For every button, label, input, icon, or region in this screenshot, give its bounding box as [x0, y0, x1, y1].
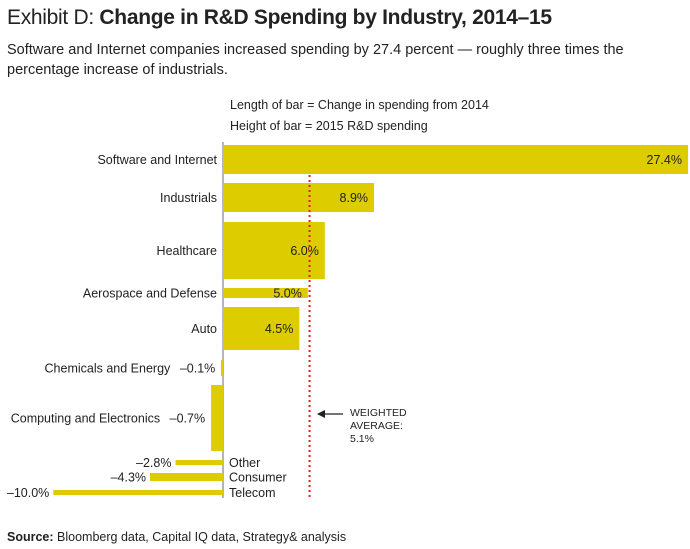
weighted-average-label: 5.1%: [350, 433, 374, 445]
category-label: Software and Internet: [97, 153, 217, 167]
data-label: –0.1%: [180, 362, 215, 376]
legend-length: Length of bar = Change in spending from …: [230, 98, 489, 112]
data-label: –4.3%: [111, 471, 146, 485]
source-note: Source: Bloomberg data, Capital IQ data,…: [7, 530, 346, 544]
category-label: Chemicals and Energy: [45, 362, 172, 376]
data-label: 4.5%: [265, 322, 294, 336]
bar-0: [223, 145, 688, 174]
bar-7: [175, 460, 223, 465]
bar-2: [223, 222, 325, 279]
bar-6: [211, 385, 223, 451]
bar-5: [221, 360, 223, 376]
bar-8: [150, 473, 223, 481]
data-label: –0.7%: [170, 412, 205, 426]
bar-9: [53, 490, 223, 495]
source-text: Bloomberg data, Capital IQ data, Strateg…: [53, 530, 347, 544]
data-label: –2.8%: [136, 456, 171, 470]
category-label: Consumer: [229, 471, 287, 485]
category-label: Healthcare: [157, 244, 217, 258]
chart-title: Exhibit D: Change in R&D Spending by Ind…: [7, 6, 552, 30]
bar-4: [223, 307, 300, 350]
data-label: –10.0%: [7, 486, 49, 500]
category-label: Other: [229, 456, 260, 470]
category-label: Auto: [191, 322, 217, 336]
category-label: Computing and Electronics: [11, 412, 160, 426]
data-label: 27.4%: [647, 153, 682, 167]
data-label: 5.0%: [273, 287, 302, 301]
source-label: Source:: [7, 530, 54, 544]
chart-subtitle: Software and Internet companies increase…: [7, 42, 624, 78]
bar-3: [223, 288, 308, 298]
category-label: Telecom: [229, 486, 276, 500]
data-label: 6.0%: [290, 244, 319, 258]
title-main: Change in R&D Spending by Industry, 2014…: [99, 6, 552, 29]
legend-height: Height of bar = 2015 R&D spending: [230, 119, 428, 133]
bar-1: [223, 183, 375, 212]
arrow-head-icon: [317, 410, 325, 418]
data-label: 8.9%: [340, 191, 369, 205]
category-label: Aerospace and Defense: [83, 287, 217, 301]
title-prefix: Exhibit D:: [7, 6, 94, 29]
weighted-average-label: AVERAGE:: [350, 420, 403, 432]
category-label: Industrials: [160, 191, 217, 205]
weighted-average-label: WEIGHTED: [350, 407, 407, 419]
